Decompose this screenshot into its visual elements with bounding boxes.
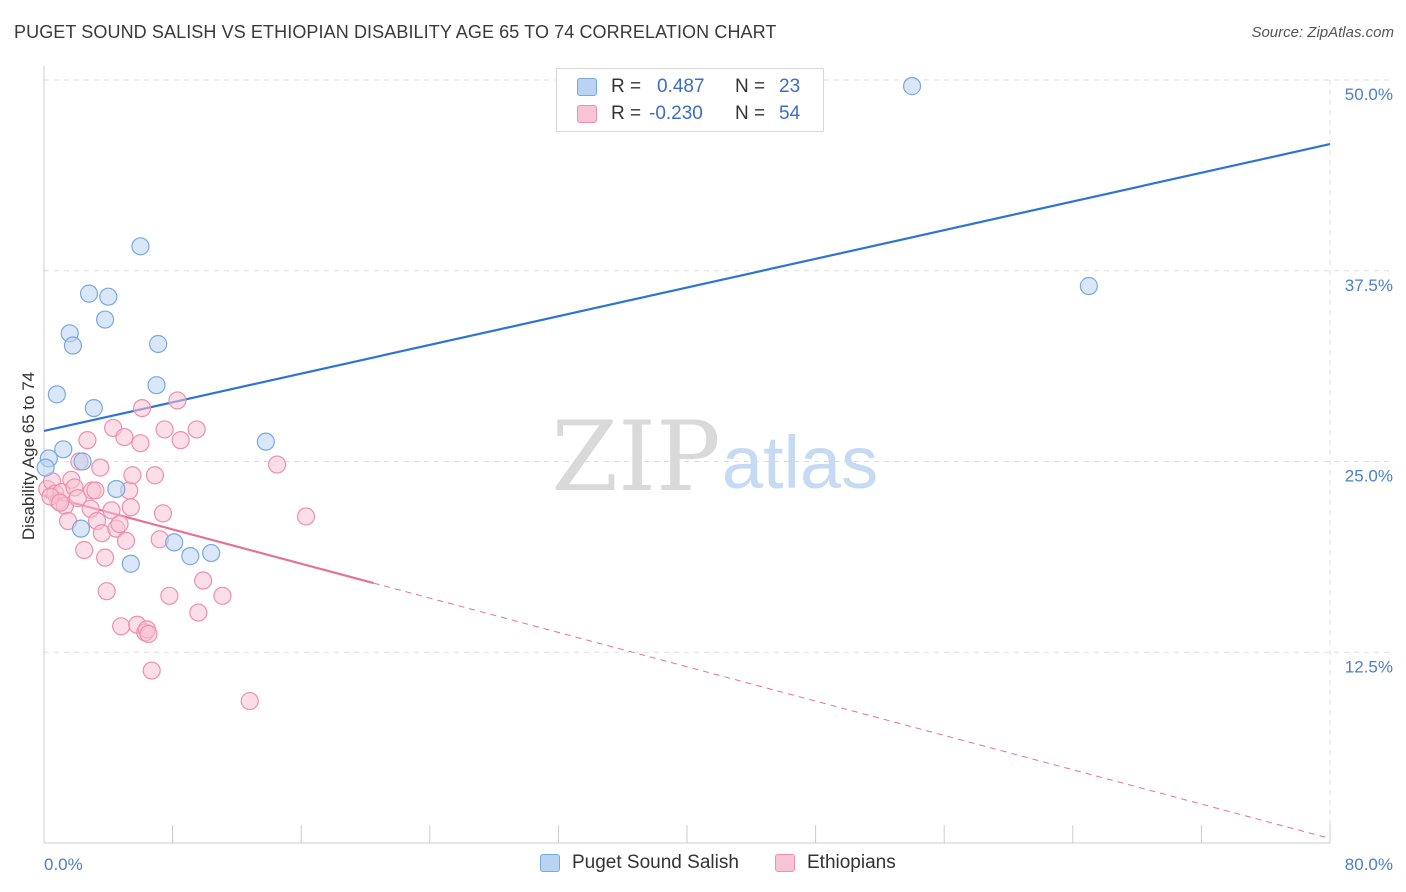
ethiopians-point — [116, 531, 136, 550]
y-axis-label: Disability Age 65 to 74 — [19, 372, 38, 540]
ethiopians-point — [296, 507, 316, 526]
ethiopians-point — [145, 466, 165, 485]
puget-point — [36, 458, 55, 477]
puget-point — [71, 519, 91, 538]
legend-n-label: N = — [735, 76, 766, 97]
legend-r-value: 0.487 — [657, 76, 705, 97]
puget-point — [99, 287, 118, 306]
ethiopians-point — [171, 431, 190, 450]
ethiopians-point — [115, 427, 134, 447]
ethiopians-point — [75, 540, 94, 560]
ethiopians-point — [187, 420, 206, 439]
ethiopians-point — [78, 431, 97, 450]
puget-point — [121, 554, 140, 573]
ethiopians-point — [102, 501, 121, 520]
puget-point — [47, 385, 66, 404]
puget-point — [202, 543, 221, 563]
ethiopians-point — [91, 458, 110, 477]
chart-title: PUGET SOUND SALISH VS ETHIOPIAN DISABILI… — [14, 22, 777, 42]
y-tick-label: 12.5% — [1345, 657, 1393, 676]
puget-point — [181, 547, 200, 566]
y-tick-label: 37.5% — [1345, 276, 1393, 295]
legend-swatch-puget — [577, 78, 597, 96]
legend-swatch-ethiopians — [577, 105, 597, 123]
ethiopians-point — [86, 481, 105, 500]
ethiopians-point — [95, 548, 115, 567]
ethiopians-point — [121, 498, 140, 517]
ethiopians-point — [97, 582, 116, 601]
legend-item-ethiopians[interactable]: Ethiopians — [775, 852, 896, 874]
legend-label-ethiopians: Ethiopians — [807, 852, 896, 873]
puget-point — [131, 237, 150, 256]
puget-point — [256, 432, 275, 451]
correlation-legend: R = 0.487 N = 23 R = -0.230 N = 54 — [556, 68, 824, 132]
legend-swatch-puget — [540, 854, 560, 872]
ethiopians-point — [267, 455, 287, 474]
watermark: ZIP atlas — [551, 401, 878, 513]
ethiopians-point — [110, 514, 129, 534]
puget-point — [107, 479, 126, 499]
puget-point — [73, 452, 92, 471]
x-tick-label-min: 0.0% — [44, 855, 83, 874]
legend-n-value: 54 — [779, 103, 801, 124]
ethiopians-point — [139, 624, 158, 644]
source-note: Source: ZipAtlas.com — [1251, 24, 1394, 41]
puget-point — [79, 284, 99, 303]
trend-line-puget — [43, 143, 1331, 433]
ethiopians-point — [155, 420, 174, 439]
ethiopians-point — [213, 586, 232, 605]
legend-row-puget: R = 0.487 N = 23 — [577, 74, 800, 100]
watermark-atlas: atlas — [722, 421, 878, 504]
ethiopians-point — [50, 493, 70, 512]
puget-point — [95, 310, 115, 329]
ethiopians-point — [68, 489, 87, 508]
ethiopians-point — [131, 434, 150, 453]
puget-point — [54, 440, 73, 459]
puget-point — [63, 336, 83, 355]
puget-point — [149, 334, 168, 354]
ethiopians-point — [142, 661, 161, 680]
ethiopians-point — [194, 571, 213, 590]
legend-r-label: R = — [611, 76, 642, 97]
legend-r-label: R = — [611, 103, 642, 124]
legend-n-label: N = — [735, 103, 766, 124]
ethiopians-point — [112, 617, 131, 636]
trend-line-ethiopians-extrapolated — [373, 582, 1331, 839]
x-tick-label-max: 80.0% — [1345, 855, 1393, 874]
legend-row-ethiopians: R = -0.230 N = 54 — [577, 101, 800, 127]
legend-r-value: -0.230 — [649, 103, 703, 124]
puget-point — [902, 77, 922, 96]
y-tick-label: 25.0% — [1345, 467, 1393, 486]
ethiopians-point — [123, 466, 142, 485]
y-tick-label: 50.0% — [1345, 85, 1393, 104]
series-legend: Puget Sound Salish Ethiopians — [0, 852, 1406, 878]
puget-point — [147, 376, 166, 395]
puget-point — [165, 533, 184, 552]
points-layer — [36, 77, 1098, 711]
ethiopians-point — [132, 398, 152, 418]
ethiopians-point — [153, 504, 173, 523]
puget-point — [84, 398, 103, 418]
ethiopians-point — [168, 391, 187, 410]
legend-label-puget: Puget Sound Salish — [572, 852, 739, 873]
ethiopians-point — [240, 691, 259, 711]
legend-swatch-ethiopians — [775, 854, 795, 872]
legend-n-value: 23 — [779, 76, 801, 97]
puget-point — [1079, 276, 1098, 296]
watermark-zip: ZIP — [551, 401, 720, 513]
ethiopians-point — [160, 586, 179, 605]
ethiopians-point — [189, 603, 208, 622]
legend-item-puget[interactable]: Puget Sound Salish — [540, 852, 739, 874]
